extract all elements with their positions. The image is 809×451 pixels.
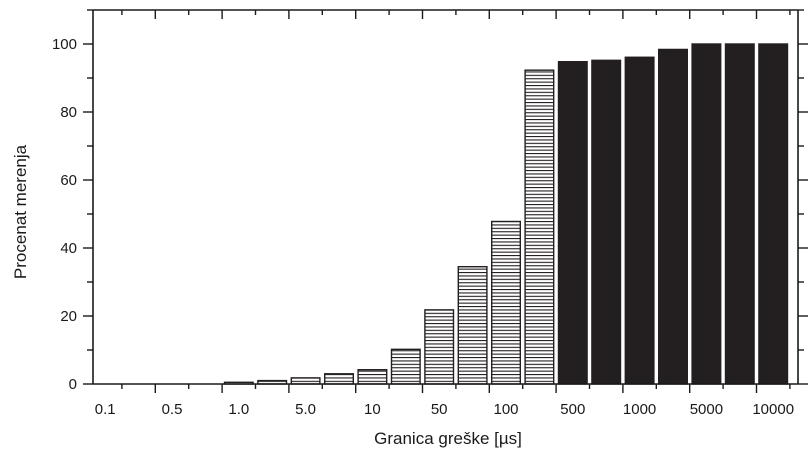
bar (491, 220, 522, 385)
bar (591, 59, 622, 385)
x-tick-label: 50 (431, 401, 448, 418)
bars-group (223, 43, 789, 385)
x-tick-label: 500 (560, 401, 585, 418)
bar (357, 369, 388, 385)
x-tick-label: 0.1 (95, 401, 116, 418)
bar (724, 43, 755, 385)
bar (457, 266, 488, 385)
x-axis-title: Granica greške [µs] (374, 429, 522, 448)
bar (624, 56, 655, 385)
bar (691, 43, 722, 385)
x-tick-label: 100 (493, 401, 518, 418)
bar (424, 309, 455, 385)
y-tick-label: 80 (60, 104, 77, 121)
bar (390, 348, 421, 385)
bar (758, 43, 789, 385)
y-tick-label: 0 (69, 376, 77, 393)
bar (324, 373, 355, 385)
x-tick-label: 10 (364, 401, 381, 418)
x-tick-label: 5000 (690, 401, 723, 418)
axes-group (83, 9, 808, 393)
x-tick-label: 0.5 (162, 401, 183, 418)
bar (557, 60, 588, 385)
labels-group: 0 20 40 60 80 100 0.1 0.5 1.0 5.0 10 50 100 500 1000 50… (52, 36, 794, 418)
y-tick-label: 40 (60, 240, 77, 257)
x-tick-label: 5.0 (295, 401, 316, 418)
y-axis-title: Procenat merenja (11, 144, 30, 279)
bar (524, 69, 555, 385)
x-tick-label: 1.0 (228, 401, 249, 418)
y-tick-label: 20 (60, 308, 77, 325)
y-tick-label: 60 (60, 172, 77, 189)
y-tick-label: 100 (52, 36, 77, 53)
bar (658, 48, 689, 385)
x-tick-label: 10000 (752, 401, 794, 418)
bar (290, 377, 321, 385)
x-tick-label: 1000 (623, 401, 656, 418)
